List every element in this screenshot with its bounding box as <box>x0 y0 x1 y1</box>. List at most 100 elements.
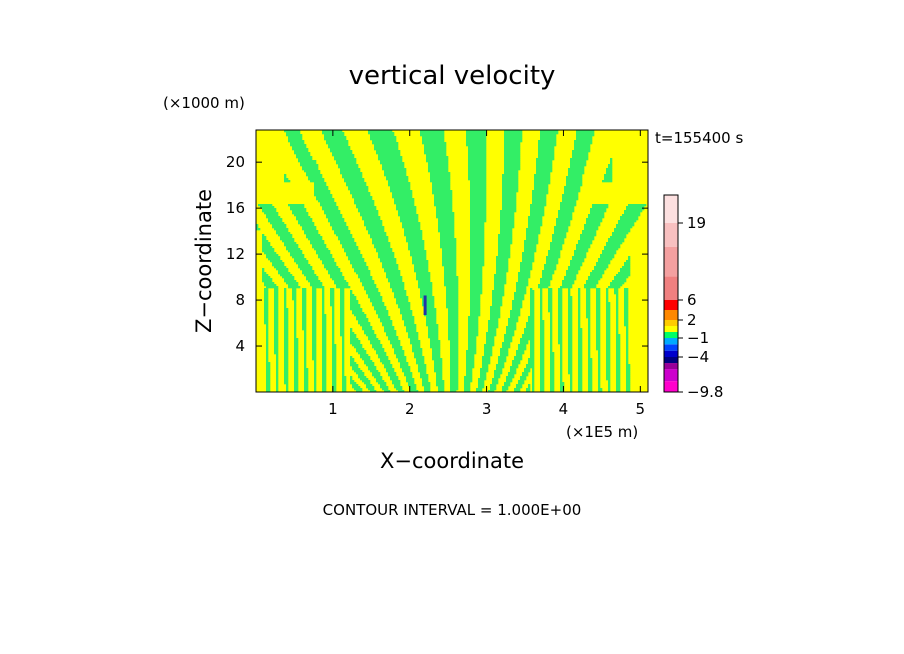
field-cell <box>608 242 611 245</box>
field-cell <box>314 232 317 235</box>
field-cell <box>432 182 435 185</box>
field-cell <box>478 176 481 179</box>
field-cell <box>562 202 565 205</box>
field-cell <box>448 234 451 237</box>
field-cell <box>406 230 409 233</box>
field-cell <box>344 240 347 243</box>
field-cell <box>382 230 385 233</box>
field-cell <box>354 194 357 197</box>
field-cell <box>482 252 485 255</box>
field-cell <box>436 188 439 191</box>
field-cell <box>410 240 413 243</box>
field-cell <box>510 170 513 173</box>
field-cell <box>552 236 555 239</box>
field-cell <box>322 190 325 193</box>
field-cell <box>328 144 331 147</box>
field-cell <box>432 134 435 137</box>
field-cell <box>314 248 317 251</box>
field-cell <box>442 166 445 169</box>
field-cell <box>590 214 593 217</box>
field-cell <box>514 134 517 137</box>
field-cell <box>534 216 537 219</box>
field-cell <box>392 164 395 167</box>
field-cell <box>532 196 535 199</box>
field-cell <box>344 156 347 159</box>
field-cell <box>542 182 545 185</box>
field-cell <box>504 154 507 157</box>
field-cell <box>416 246 419 249</box>
field-cell <box>502 208 505 211</box>
field-cell <box>306 220 309 223</box>
field-cell <box>514 182 517 185</box>
field-cell <box>336 214 339 217</box>
field-cell <box>334 152 337 155</box>
field-cell <box>390 248 393 251</box>
field-cell <box>262 204 265 207</box>
field-cell <box>376 152 379 155</box>
field-cell <box>508 240 511 243</box>
field-cell <box>294 248 297 251</box>
field-cell <box>428 160 431 163</box>
field-cell <box>344 166 347 169</box>
field-cell <box>362 214 365 217</box>
field-cell <box>530 214 533 217</box>
field-cell <box>370 132 373 135</box>
field-cell <box>390 158 393 161</box>
field-cell <box>306 168 309 171</box>
field-cell <box>478 218 481 221</box>
field-cell <box>498 252 501 255</box>
field-cell <box>564 190 567 193</box>
field-cell <box>368 230 371 233</box>
field-cell <box>436 182 439 185</box>
field-cell <box>376 212 379 215</box>
field-cell <box>382 232 385 235</box>
field-cell <box>600 210 603 213</box>
field-cell <box>438 224 441 227</box>
field-cell <box>404 234 407 237</box>
field-cell <box>576 250 579 253</box>
field-cell <box>440 196 443 199</box>
field-cell <box>500 226 503 229</box>
field-cell <box>388 184 391 187</box>
field-cell <box>376 234 379 237</box>
field-cell <box>386 146 389 149</box>
field-cell <box>470 150 473 153</box>
field-cell <box>336 216 339 219</box>
field-cell <box>632 206 635 209</box>
field-cell <box>428 150 431 153</box>
field-cell <box>608 174 611 177</box>
field-cell <box>316 180 319 183</box>
field-cell <box>432 140 435 143</box>
field-cell <box>480 130 483 133</box>
field-cell <box>476 172 479 175</box>
field-cell <box>338 134 341 137</box>
field-cell <box>334 202 337 205</box>
field-cell <box>474 232 477 235</box>
field-cell <box>310 242 313 245</box>
field-cell <box>478 138 481 141</box>
field-cell <box>312 170 315 173</box>
field-cell <box>452 246 455 249</box>
field-cell <box>536 162 539 165</box>
field-cell <box>470 226 473 229</box>
field-cell <box>402 192 405 195</box>
field-cell <box>398 176 401 179</box>
field-cell <box>364 200 367 203</box>
field-cell <box>436 212 439 215</box>
field-cell <box>540 202 543 205</box>
field-cell <box>582 248 585 251</box>
field-cell <box>392 180 395 183</box>
field-cell <box>300 144 303 147</box>
field-cell <box>342 148 345 151</box>
field-cell <box>372 212 375 215</box>
field-cell <box>312 164 315 167</box>
field-cell <box>340 218 343 221</box>
field-cell <box>360 184 363 187</box>
field-cell <box>326 212 329 215</box>
field-cell <box>446 228 449 231</box>
field-cell <box>442 164 445 167</box>
field-cell <box>294 150 297 153</box>
field-cell <box>478 212 481 215</box>
field-cell <box>500 238 503 241</box>
field-cell <box>558 210 561 213</box>
